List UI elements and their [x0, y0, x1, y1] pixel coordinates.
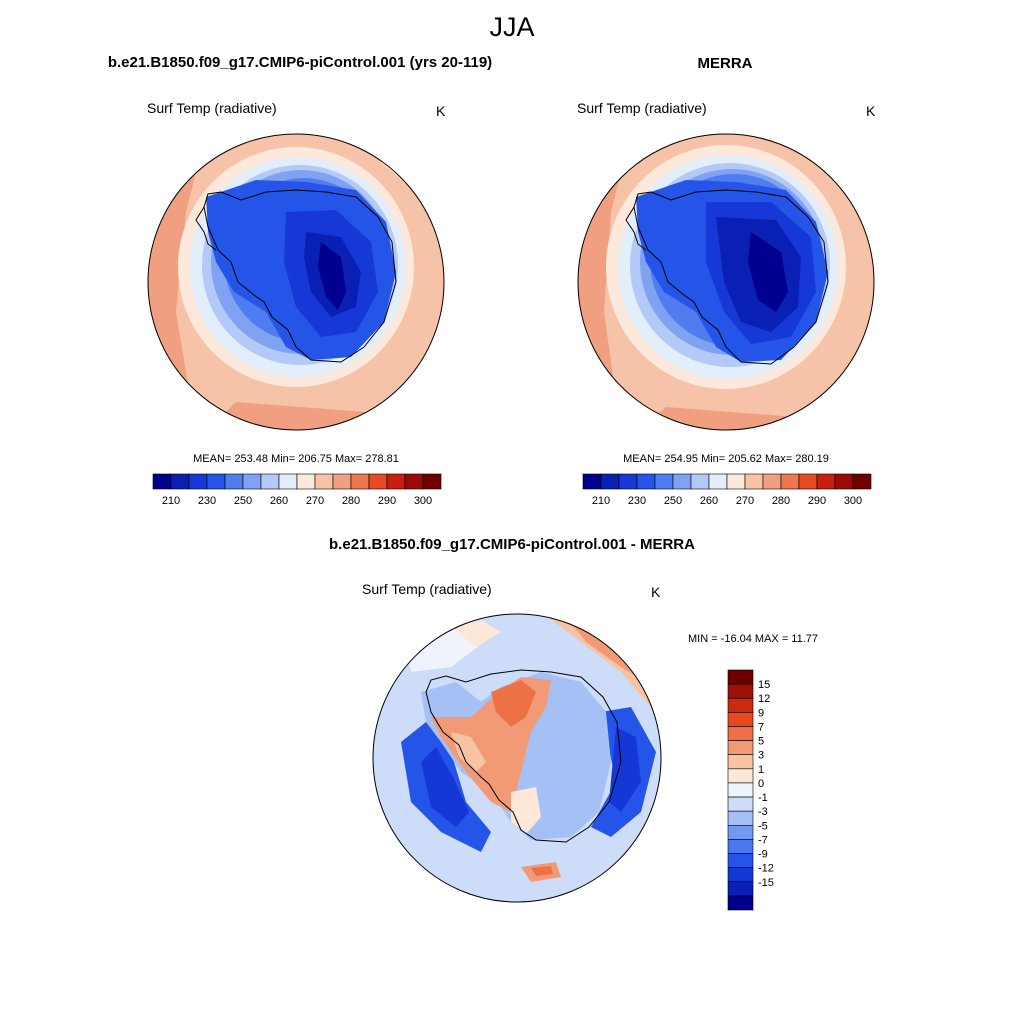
panel-2-colorbar-swatch: [816, 473, 836, 490]
panel-2-colorbar-swatch: [780, 473, 800, 490]
panel-2-colorbar-tick-label: 250: [664, 495, 682, 507]
panel-2-colorbar-swatch: [852, 473, 872, 490]
panel-1-colorbar-tick-label: 280: [342, 495, 360, 507]
panel-3-colorbar-tick-label: 3: [758, 750, 764, 762]
panel-3-colorbar-tick-label: 15: [758, 679, 770, 691]
panel-3-colorbar-swatch: [727, 853, 754, 868]
panel-3-colorbar: 15 12 9 7 5 3 1 0 -1 -3 -5 -7 -9 -12 -15: [727, 669, 774, 911]
panel-2-colorbar-swatch: [726, 473, 746, 490]
panel-2-colorbar-tick-label: 290: [808, 495, 826, 507]
panel-3-colorbar-tick-label: 5: [758, 736, 764, 748]
panel-3-colorbar-swatch: [727, 796, 754, 812]
panel-2-colorbar-swatch: [672, 473, 692, 490]
panel-1-colorbar-swatch: [170, 473, 190, 490]
panel-1-colorbar-tick-label: 230: [198, 495, 216, 507]
panel-3-colorbar-swatch: [727, 669, 754, 685]
panel-3-colorbar-tick-label: -5: [758, 820, 768, 832]
panel-3-colorbar-tick-label: 0: [758, 778, 764, 790]
panel-2-stats: MEAN= 254.95 Min= 205.62 Max= 280.19: [623, 453, 829, 465]
panel-2-colorbar-swatch: [600, 473, 620, 490]
panel-3-title: b.e21.B1850.f09_g17.CMIP6-piControl.001 …: [329, 536, 695, 553]
panel-3-colorbar-tick-label: -1: [758, 792, 768, 804]
panel-1-colorbar-swatch: [206, 473, 226, 490]
panel-2-colorbar-swatch: [654, 473, 674, 490]
panel-3-colorbar-tick-label: 1: [758, 764, 764, 776]
panel-1-colorbar-swatch: [152, 473, 172, 490]
panel-1-units: K: [436, 103, 446, 119]
panel-3-colorbar-swatch: [727, 697, 754, 713]
panel-3-colorbar-swatch: [727, 782, 754, 798]
panel-1-colorbar-swatch: [422, 473, 442, 490]
panel-2-colorbar-tick-label: 280: [772, 495, 790, 507]
panel-3-colorbar-tick-label: 7: [758, 721, 764, 733]
panel-3-colorbar-swatch: [727, 881, 754, 897]
panel-2-colorbar-tick-label: 230: [628, 495, 646, 507]
panel-2-colorbar-swatch: [690, 473, 710, 490]
panel-1-variable: Surf Temp (radiative): [147, 100, 277, 116]
panel-2-colorbar: 210 230 250 260 270 280 290 300: [582, 473, 872, 507]
panel-1-colorbar-swatch: [188, 473, 208, 490]
panel-2-colorbar-swatch: [582, 473, 602, 490]
panel-1-colorbar-tick-label: 260: [270, 495, 288, 507]
panel-1-colorbar-swatch: [296, 473, 316, 490]
panel-3-colorbar-swatch: [727, 895, 754, 911]
panel-2-colorbar-swatch: [834, 473, 854, 490]
panel-3-colorbar-swatch: [727, 683, 754, 699]
panel-2-colorbar-swatch: [708, 473, 728, 490]
panel-2-units: K: [866, 103, 876, 119]
panel-1-map: [147, 133, 445, 431]
panel-1-colorbar-swatch: [404, 473, 424, 490]
panel-3-variable: Surf Temp (radiative): [362, 581, 492, 597]
panel-2-colorbar-swatch: [618, 473, 638, 490]
panel-3-colorbar-swatch: [727, 867, 754, 883]
panel-1-title: b.e21.B1850.f09_g17.CMIP6-piControl.001 …: [107, 54, 493, 71]
panel-2-colorbar-tick-label: 210: [592, 495, 610, 507]
panel-3-stats: MIN = -16.04 MAX = 11.77: [687, 633, 819, 645]
panel-1-colorbar-swatch: [314, 473, 334, 490]
panel-1-colorbar-tick-label: 270: [306, 495, 324, 507]
panel-2-colorbar-swatch: [636, 473, 656, 490]
panel-3-colorbar-swatch: [727, 712, 754, 727]
panel-2-colorbar-tick-label: 260: [700, 495, 718, 507]
panel-2-colorbar-tick-label: 300: [844, 495, 862, 507]
panel-3-colorbar-tick-label: -7: [758, 834, 768, 846]
panel-3-colorbar-tick-label: -9: [758, 849, 768, 861]
panel-2-map: [577, 133, 875, 431]
panel-1-colorbar-tick-label: 250: [234, 495, 252, 507]
panel-3-units: K: [651, 584, 661, 600]
panel-1-colorbar-swatch: [332, 473, 352, 490]
panel-1-colorbar-swatch: [350, 473, 370, 490]
panel-1-colorbar-tick-label: 300: [414, 495, 432, 507]
panel-1-colorbar-tick-label: 290: [378, 495, 396, 507]
panel-1-stats: MEAN= 253.48 Min= 206.75 Max= 278.81: [193, 453, 399, 465]
panel-1-colorbar-swatch: [242, 473, 262, 490]
panel-2-colorbar-swatch: [744, 473, 764, 490]
panel-2-colorbar-swatch: [798, 473, 818, 490]
panel-3-colorbar-swatch: [727, 768, 754, 784]
panel-2-title: MERRA: [697, 55, 753, 72]
panel-3-map: [372, 613, 662, 903]
panel-3-colorbar-tick-label: 12: [758, 693, 770, 705]
panel-3-colorbar-swatch: [727, 839, 754, 854]
panel-3-colorbar-swatch: [727, 754, 754, 770]
panel-3-colorbar-swatch: [727, 824, 754, 840]
panel-3-colorbar-swatch: [727, 810, 754, 826]
panel-1-colorbar-swatch: [260, 473, 280, 490]
panel-1-colorbar: 210 230 250 260 270 280 290 300: [152, 473, 442, 507]
panel-3-colorbar-swatch: [727, 726, 754, 741]
panel-2-colorbar-swatch: [762, 473, 782, 490]
panel-1-colorbar-swatch: [278, 473, 298, 490]
page-title: JJA: [489, 12, 535, 42]
panel-3-colorbar-tick-label: 9: [758, 707, 764, 719]
panel-1-colorbar-swatch: [368, 473, 388, 490]
panel-3-colorbar-tick-label: -3: [758, 806, 768, 818]
panel-2-variable: Surf Temp (radiative): [577, 100, 707, 116]
panel-2-colorbar-tick-label: 270: [736, 495, 754, 507]
panel-3-colorbar-swatch: [727, 740, 754, 756]
panel-1-colorbar-swatch: [386, 473, 406, 490]
panel-1-colorbar-tick-label: 210: [162, 495, 180, 507]
panel-1-colorbar-swatch: [224, 473, 244, 490]
panel-3-colorbar-tick-label: -15: [758, 877, 774, 889]
panel-3-colorbar-tick-label: -12: [758, 863, 774, 875]
